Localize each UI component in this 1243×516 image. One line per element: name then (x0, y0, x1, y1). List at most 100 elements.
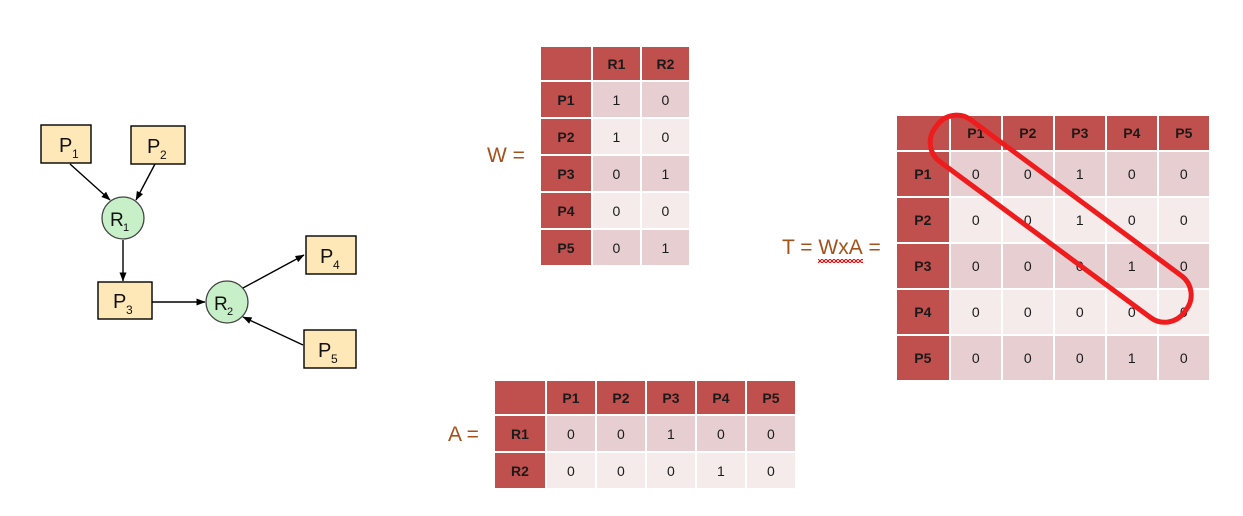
edge-p5-r2 (242, 316, 304, 346)
edge-r2-p4 (242, 254, 305, 289)
edge-p2-r1 (135, 163, 156, 201)
matrix-a-header-row: P1 P2 P3 P4 P5 (494, 381, 795, 414)
matrix-a-body: P1 P2 P3 P4 P5 R1 0 0 1 0 0 R2 0 0 0 1 0 (494, 381, 795, 488)
matrix-t-row-header-p3: P3 (896, 244, 949, 288)
matrix-t-table: P1 P2 P3 P4 P5 P1 0 0 1 0 0 P2 0 0 1 0 0 P3 0 0 0 1 0 P4 0 0 0 0 0 P5… (894, 114, 1211, 382)
matrix-w-row: P1 1 0 (540, 82, 689, 117)
matrix-a-cell: 1 (696, 453, 745, 488)
matrix-t-label-suffix: = (862, 236, 881, 259)
matrix-t-cell: 0 (1054, 290, 1105, 334)
node-p3-box (97, 281, 153, 320)
matrix-w-row-header-p2: P2 (540, 119, 591, 154)
matrix-w-row-header-p5: P5 (540, 230, 591, 265)
matrix-t-cell: 0 (1054, 244, 1105, 288)
matrix-a-label: A = (448, 422, 479, 446)
matrix-t-cell: 0 (950, 336, 1001, 380)
matrix-w-cell: 0 (641, 119, 689, 154)
matrix-t-cell: 1 (1054, 152, 1105, 196)
matrix-t-row-header-p5: P5 (896, 336, 949, 380)
matrix-t-cell: 0 (1106, 152, 1157, 196)
matrix-w-cell: 0 (592, 230, 640, 265)
matrix-w: W = R1 R2 P1 1 0 P2 1 0 P3 0 1 P4 0 0 P5 0 1 (487, 45, 691, 267)
matrix-t-col-header-p3: P3 (1054, 116, 1105, 150)
matrix-a-col-header-p1: P1 (546, 381, 595, 414)
matrix-t-cell: 0 (1054, 336, 1105, 380)
node-p3-subscript: 3 (126, 303, 133, 317)
matrix-t-row-header-p2: P2 (896, 198, 949, 242)
matrix-a-row: R1 0 0 1 0 0 (494, 416, 795, 451)
matrix-a-cell: 1 (646, 416, 695, 451)
matrix-t-cell: 0 (1106, 198, 1157, 242)
matrix-a-col-header-p3: P3 (646, 381, 695, 414)
matrix-a-cell: 0 (596, 453, 645, 488)
matrix-w-col-header-r2: R2 (641, 47, 689, 80)
matrix-a-cell: 0 (746, 453, 795, 488)
matrix-t-cell: 0 (950, 244, 1001, 288)
matrix-t-row: P2 0 0 1 0 0 (896, 198, 1209, 242)
resource-allocation-diagram: P 1 P 2 R 1 P 3 R 2 P 4 P 5 (40, 124, 357, 369)
matrix-t-cell: 0 (1002, 290, 1053, 334)
matrix-t-row-header-p1: P1 (896, 152, 949, 196)
matrix-a-cell: 0 (596, 416, 645, 451)
node-p4[interactable]: P 4 (305, 235, 357, 275)
matrix-w-label: W = (487, 144, 525, 167)
matrix-t-cell: 1 (1054, 198, 1105, 242)
matrix-t-corner-cell (896, 116, 949, 150)
matrix-w-row-header-p4: P4 (540, 193, 591, 228)
matrix-w-row-header-p3: P3 (540, 156, 591, 191)
node-p1-label: P (59, 135, 72, 157)
matrix-a-row-header-r2: R2 (494, 453, 545, 488)
node-p2[interactable]: P 2 (130, 125, 186, 165)
matrix-a-cell: 0 (546, 453, 595, 488)
matrix-t-col-header-p1: P1 (950, 116, 1001, 150)
node-r2[interactable]: R 2 (205, 280, 249, 324)
matrix-a-cell: 0 (546, 416, 595, 451)
matrix-t-row: P5 0 0 0 1 0 (896, 336, 1209, 380)
matrix-w-corner-cell (540, 47, 591, 80)
node-r1[interactable]: R 1 (101, 196, 145, 240)
matrix-t-col-header-p4: P4 (1106, 116, 1157, 150)
node-p3[interactable]: P 3 (97, 281, 153, 320)
matrix-t-row-header-p4: P4 (896, 290, 949, 334)
matrix-a-row: R2 0 0 0 1 0 (494, 453, 795, 488)
node-p4-subscript: 4 (333, 258, 340, 272)
edge-p1-r1 (69, 163, 111, 201)
matrix-t-cell: 0 (1002, 152, 1053, 196)
node-p2-box (130, 125, 186, 165)
matrix-t-cell: 0 (1158, 336, 1209, 380)
node-p4-box (305, 235, 357, 275)
node-r2-label: R (214, 294, 228, 315)
matrix-t-cell: 0 (1158, 244, 1209, 288)
matrix-w-row-header-p1: P1 (540, 82, 591, 117)
matrix-t: T = WxA = P1 P2 P3 P4 P5 P1 0 0 1 0 0 P2 0 0 1 0 0 P3 0 0 0 1… (782, 112, 1211, 382)
matrix-t-label: T = WxA = (782, 236, 881, 263)
node-p4-label: P (320, 246, 333, 268)
matrix-w-header-row: R1 R2 (540, 47, 689, 80)
matrix-t-cell: 0 (1002, 244, 1053, 288)
diagram-edges (69, 163, 305, 346)
matrix-a-cell: 0 (696, 416, 745, 451)
matrix-w-cell: 0 (592, 193, 640, 228)
node-p5[interactable]: P 5 (303, 329, 357, 369)
matrix-t-col-header-p5: P5 (1158, 116, 1209, 150)
node-p2-subscript: 2 (160, 148, 167, 162)
matrix-a: A = P1 P2 P3 P4 P5 R1 0 0 1 0 0 R2 0 0 0 1 0 (448, 379, 797, 490)
matrix-t-cell: 0 (1002, 198, 1053, 242)
matrix-t-body: P1 P2 P3 P4 P5 P1 0 0 1 0 0 P2 0 0 1 0 0 P3 0 0 0 1 0 P4 0 0 0 0 0 P5… (896, 116, 1209, 380)
matrix-t-cell: 0 (1106, 290, 1157, 334)
matrix-t-label-prefix: T = (782, 236, 819, 259)
matrix-w-cell: 1 (641, 230, 689, 265)
matrix-w-row: P3 0 1 (540, 156, 689, 191)
matrix-t-header-row: P1 P2 P3 P4 P5 (896, 116, 1209, 150)
node-p1[interactable]: P 1 (40, 124, 92, 164)
matrix-t-cell: 0 (1002, 336, 1053, 380)
matrix-a-cell: 0 (646, 453, 695, 488)
matrix-t-label-expression: WxA (818, 236, 864, 263)
matrix-t-row: P1 0 0 1 0 0 (896, 152, 1209, 196)
matrix-t-row: P3 0 0 0 1 0 (896, 244, 1209, 288)
matrix-a-table: P1 P2 P3 P4 P5 R1 0 0 1 0 0 R2 0 0 0 1 0 (492, 379, 797, 490)
matrix-w-cell: 1 (592, 82, 640, 117)
matrix-a-col-header-p2: P2 (596, 381, 645, 414)
node-r1-label: R (110, 210, 124, 231)
matrix-t-cell: 0 (950, 198, 1001, 242)
